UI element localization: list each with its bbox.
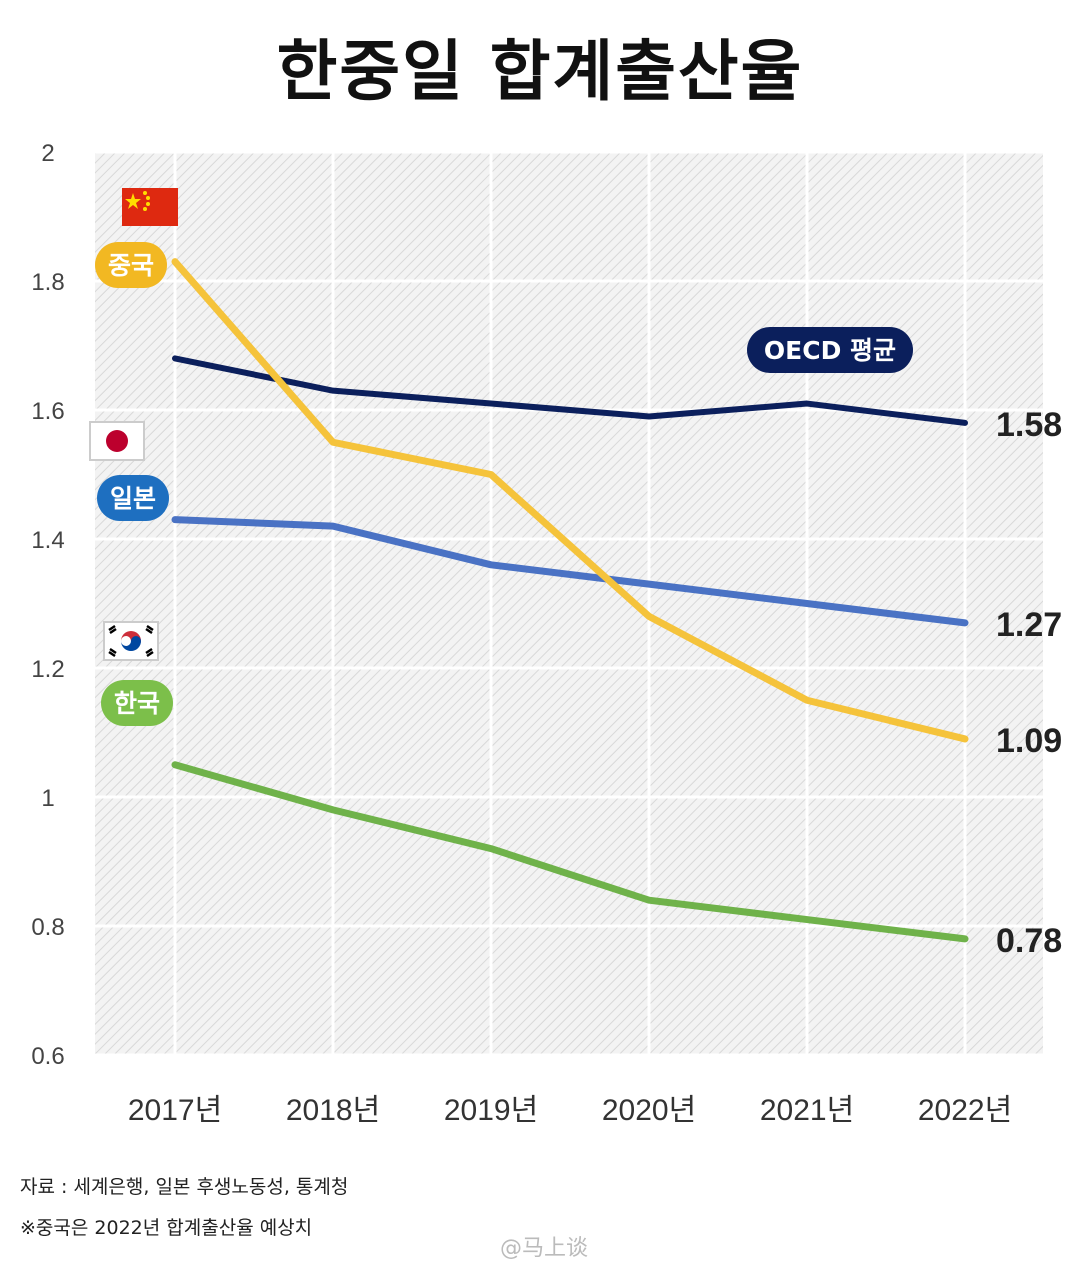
japan-flag-icon: [89, 421, 145, 461]
series-badge-label: 일본: [110, 484, 156, 513]
chart-title: 한중일 합계출산율: [276, 33, 804, 110]
y-tick-label: 0.8: [31, 914, 64, 941]
end-value-label: 1.58: [996, 406, 1062, 444]
end-value-label: 0.78: [996, 922, 1062, 960]
watermark: @马上谈: [500, 1236, 589, 1261]
series-line-0: [172, 355, 968, 426]
x-tick-label: 2018년: [286, 1094, 380, 1127]
plot-area: [95, 152, 1043, 1055]
end-value-label: 1.27: [996, 606, 1062, 644]
series-badge: [747, 327, 913, 373]
series-badge: [101, 680, 173, 726]
y-tick-label: 1.6: [31, 398, 64, 425]
end-value-label: 1.09: [996, 722, 1062, 760]
korea-flag-icon: [103, 621, 159, 661]
y-tick-label: 1.2: [31, 656, 64, 683]
y-tick-label: 1.8: [31, 269, 64, 296]
series-badge: [95, 242, 167, 288]
estimate-note: ※중국은 2022년 합계출산율 예상치: [20, 1217, 313, 1239]
x-tick-label: 2022년: [918, 1094, 1012, 1127]
y-tick-label: 1.4: [31, 527, 64, 554]
x-axis: 2017년 2018년 2019년 2020년 2021년 2022년: [128, 1094, 1012, 1127]
x-tick-label: 2017년: [128, 1094, 222, 1127]
series-line-1: [171, 258, 969, 743]
y-tick-label: 2: [41, 140, 54, 167]
flags: [89, 188, 178, 661]
x-tick-label: 2021년: [760, 1094, 854, 1127]
y-tick-label: 0.6: [31, 1043, 64, 1070]
series-badge-label: 한국: [114, 689, 160, 718]
source-note: 자료 : 세계은행, 일본 후생노동성, 통계청: [20, 1176, 349, 1198]
y-axis: 2 1.8 1.6 1.4 1.2 1 0.8 0.6: [31, 140, 64, 1070]
y-tick-label: 1: [41, 785, 54, 812]
series-line-2: [171, 516, 969, 627]
series-badge-label: OECD 평균: [764, 336, 896, 365]
x-tick-label: 2020년: [602, 1094, 696, 1127]
series-badge-label: 중국: [108, 251, 154, 280]
end-value-labels: 1.58 1.09 1.27 0.78: [996, 406, 1062, 960]
series-line-3: [171, 761, 969, 943]
china-flag-icon: [122, 188, 178, 226]
series-badge: [97, 475, 169, 521]
x-tick-label: 2019년: [444, 1094, 538, 1127]
series-lines: [171, 258, 969, 943]
